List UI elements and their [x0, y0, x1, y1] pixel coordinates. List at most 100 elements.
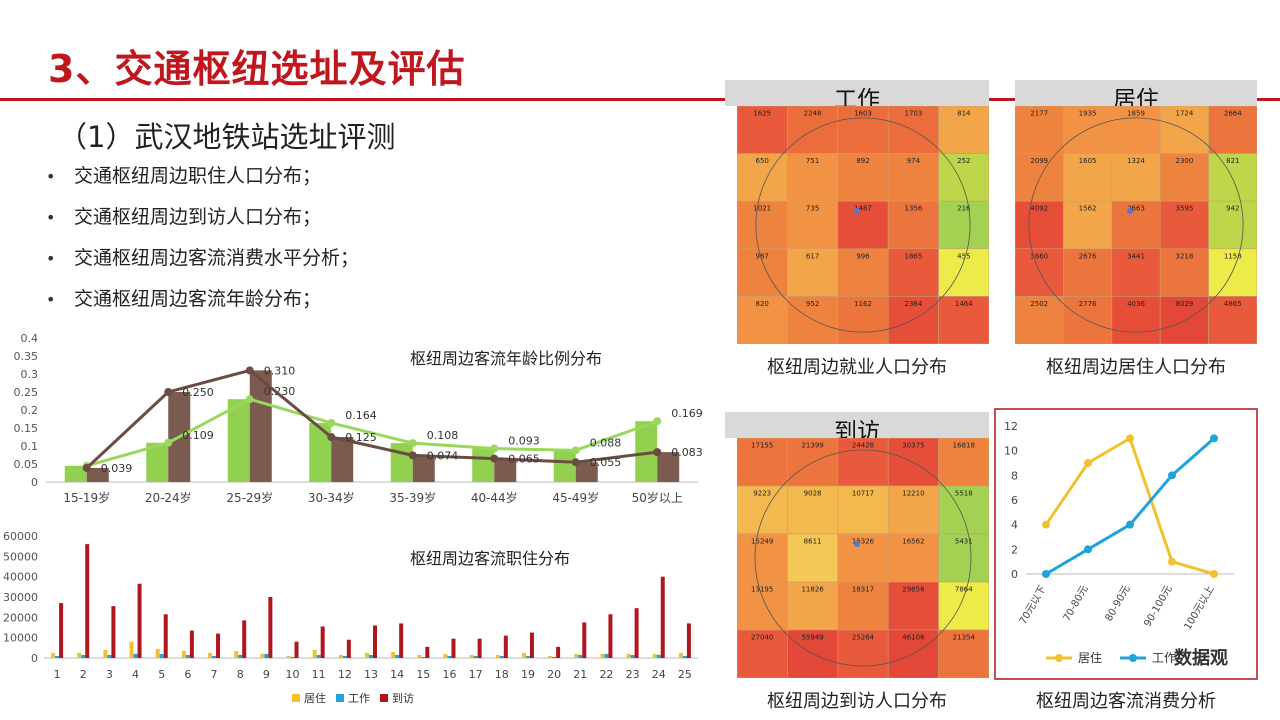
bullet-text: 交通枢纽周边到访人口分布；	[74, 206, 322, 228]
data-point	[1210, 434, 1218, 443]
bar	[86, 467, 109, 482]
heatmap-cell	[1063, 153, 1113, 202]
bar	[111, 606, 116, 658]
heatmap-cell	[837, 296, 889, 344]
cell-value: 1703	[904, 110, 922, 118]
cell-value: 996	[856, 252, 870, 260]
heatmap-cell	[1063, 248, 1113, 297]
data-label: 0.164	[345, 409, 377, 422]
bar	[660, 576, 665, 658]
bar	[447, 655, 452, 658]
cell-value: 4865	[1224, 300, 1242, 308]
heatmap-cell	[938, 153, 989, 202]
bar	[656, 654, 661, 658]
cell-value: 7864	[955, 586, 973, 594]
x-tick-label: 1	[54, 668, 61, 681]
bar	[81, 654, 86, 658]
x-tick-label: 24	[652, 668, 666, 681]
bar	[548, 655, 553, 658]
bar	[390, 443, 413, 482]
data-point	[1042, 570, 1050, 578]
heatmap-cell	[787, 533, 839, 583]
x-tick-label: 45-49岁	[552, 490, 599, 505]
cell-value: 16562	[902, 538, 924, 546]
data-point	[653, 417, 662, 426]
y-tick-label: 0	[31, 652, 38, 665]
x-tick-label: 19	[521, 668, 535, 681]
bar	[451, 638, 456, 658]
heatmap-cell	[938, 629, 989, 678]
x-tick-label: 23	[626, 668, 640, 681]
bar	[163, 614, 168, 658]
bullet-dot-icon: •	[46, 249, 56, 268]
data-label: 0.093	[508, 435, 540, 448]
bar	[64, 465, 87, 482]
cell-value: 1324	[1127, 157, 1145, 165]
x-tick-label: 35-39岁	[389, 490, 436, 505]
heatmap-cell	[837, 248, 889, 297]
heatmap-cell	[737, 533, 788, 583]
cell-value: 15326	[852, 538, 875, 546]
bar	[320, 626, 325, 658]
bullet-text: 交通枢纽周边职住人口分布；	[74, 165, 322, 187]
bar	[582, 622, 587, 658]
cell-value: 751	[806, 157, 819, 165]
x-tick-label: 25-29岁	[226, 490, 273, 505]
radius-circle	[754, 449, 972, 667]
legend-swatch	[380, 694, 388, 702]
bar	[472, 448, 495, 482]
data-label: 0.074	[427, 449, 459, 462]
x-tick-label: 30-34岁	[308, 490, 355, 505]
bar	[346, 639, 351, 658]
legend-swatch	[292, 694, 300, 702]
x-tick-label: 13	[364, 668, 378, 681]
bar	[312, 649, 317, 658]
bar	[268, 597, 273, 658]
station-marker-icon	[854, 208, 860, 214]
heatmap-cell	[737, 153, 788, 202]
bar	[626, 653, 631, 658]
bullet-item: • 交通枢纽周边职住人口分布；	[46, 156, 359, 197]
data-point	[1168, 557, 1176, 566]
cell-value: 15249	[751, 538, 773, 546]
bullet-dot-icon: •	[46, 290, 56, 309]
bar	[529, 632, 534, 658]
y-tick-label: 6	[1011, 494, 1018, 507]
title-divider	[0, 98, 1280, 101]
bar	[503, 635, 508, 658]
heatmap-cell	[737, 296, 788, 344]
bar	[604, 653, 609, 658]
work-heatmap: 1625 2248 1603 1703 814 650 751 892 974 252 1021 73…	[737, 106, 989, 344]
bar	[630, 654, 635, 658]
bullet-dot-icon: •	[46, 167, 56, 186]
bar	[238, 654, 243, 658]
cell-value: 2676	[1079, 252, 1097, 260]
bar	[185, 654, 190, 658]
cell-value: 1562	[1079, 205, 1097, 213]
x-tick-label: 3	[106, 668, 113, 681]
bar	[338, 654, 343, 658]
y-tick-label: 0.3	[21, 368, 39, 381]
cell-value: 2364	[904, 300, 922, 308]
bar	[552, 656, 557, 658]
bar	[556, 646, 561, 658]
bar	[525, 655, 530, 658]
bar	[369, 654, 373, 658]
x-tick-label: 17	[469, 668, 483, 681]
x-tick-label: 14	[390, 668, 404, 681]
x-tick-label: 40-44岁	[471, 490, 518, 505]
cell-value: 1935	[1079, 110, 1097, 118]
cell-value: 13195	[751, 586, 773, 594]
cell-value: 5518	[955, 490, 973, 498]
legend-marker	[1055, 654, 1063, 662]
cell-value: 1487	[854, 205, 872, 213]
data-label: 0.065	[508, 453, 540, 466]
cell-value: 3860	[1030, 252, 1048, 260]
data-point	[490, 454, 499, 463]
y-tick-label: 0.35	[14, 350, 39, 363]
x-tick-label: 20	[547, 668, 561, 681]
heatmap-cell	[1015, 200, 1064, 250]
bar	[159, 653, 164, 658]
bar	[578, 654, 583, 658]
